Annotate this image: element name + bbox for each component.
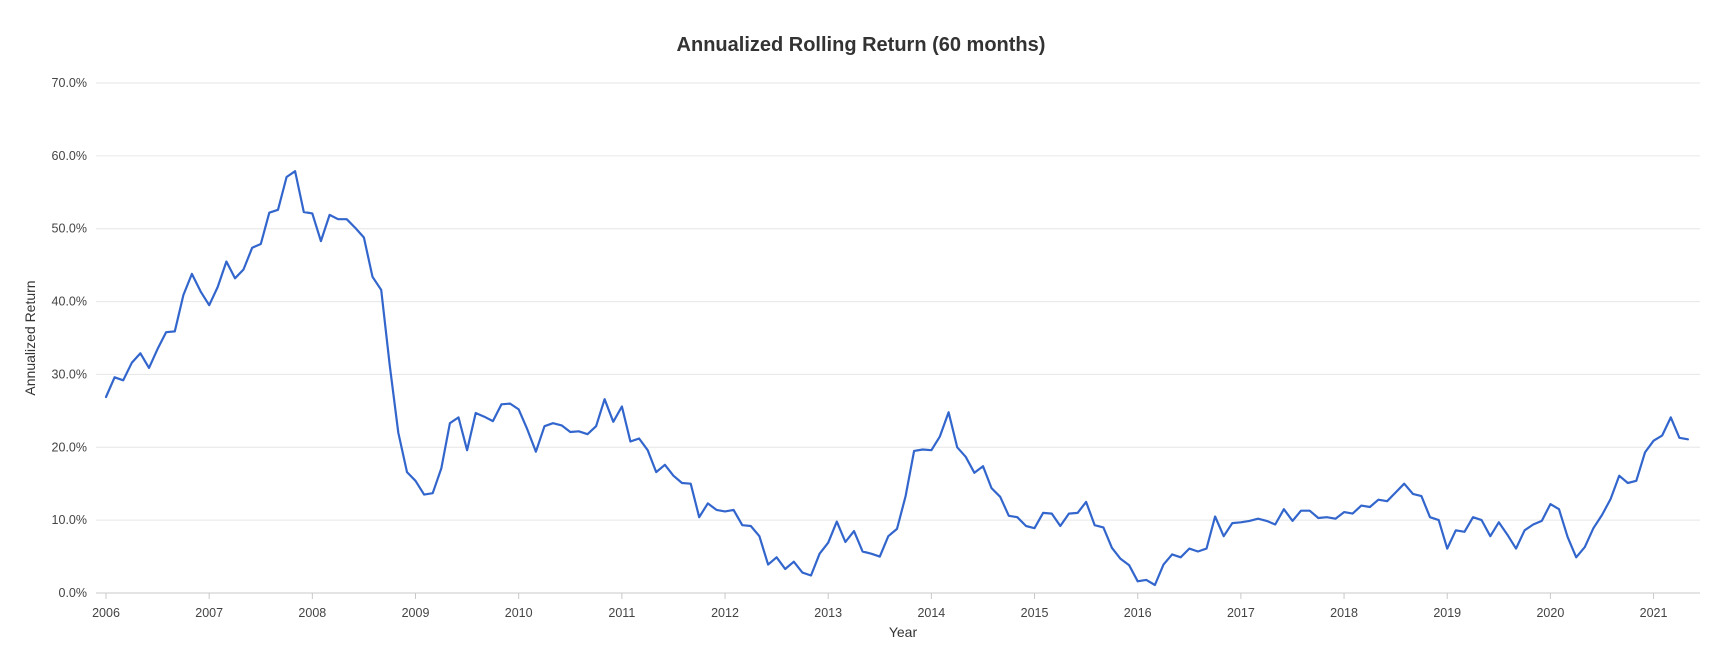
- y-axis-label: Annualized Return: [22, 280, 38, 395]
- x-axis: 2006 2007 2008 2009 2010 2011 2012 2013 2014 2015…: [92, 592, 1700, 620]
- x-tick-label: 2010: [505, 606, 533, 620]
- y-tick-label: 10.0%: [52, 513, 87, 527]
- x-tick-label: 2006: [92, 606, 120, 620]
- y-tick-label: 70.0%: [52, 76, 87, 90]
- x-tick-label: 2013: [814, 606, 842, 620]
- x-tick-label: 2021: [1640, 606, 1668, 620]
- y-axis: 0.0% 10.0% 20.0% 30.0% 40.0% 50.0% 60.0% 70.0%: [52, 76, 87, 600]
- x-tick-label: 2008: [298, 606, 326, 620]
- y-tick-label: 0.0%: [59, 586, 88, 600]
- y-tick-label: 50.0%: [52, 222, 87, 236]
- x-tick-label: 2019: [1433, 606, 1461, 620]
- x-tick-label: 2017: [1227, 606, 1255, 620]
- x-tick-label: 2015: [1021, 606, 1049, 620]
- x-tick-label: 2016: [1124, 606, 1152, 620]
- gridlines: [96, 82, 1700, 521]
- x-tick-label: 2020: [1536, 606, 1564, 620]
- y-tick-label: 30.0%: [52, 367, 87, 381]
- y-tick-label: 40.0%: [52, 295, 87, 309]
- plot-area: [104, 170, 1690, 587]
- series-line: [104, 170, 1690, 587]
- x-axis-label: Year: [889, 624, 918, 640]
- x-tick-label: 2009: [402, 606, 430, 620]
- x-tick-label: 2018: [1330, 606, 1358, 620]
- x-tick-label: 2007: [195, 606, 223, 620]
- chart-title: Annualized Rolling Return (60 months): [677, 34, 1046, 56]
- x-tick-label: 2011: [608, 606, 635, 620]
- y-tick-label: 20.0%: [52, 440, 87, 454]
- y-tick-label: 60.0%: [52, 149, 87, 163]
- x-tick-label: 2012: [711, 606, 739, 620]
- x-tick-label: 2014: [917, 606, 945, 620]
